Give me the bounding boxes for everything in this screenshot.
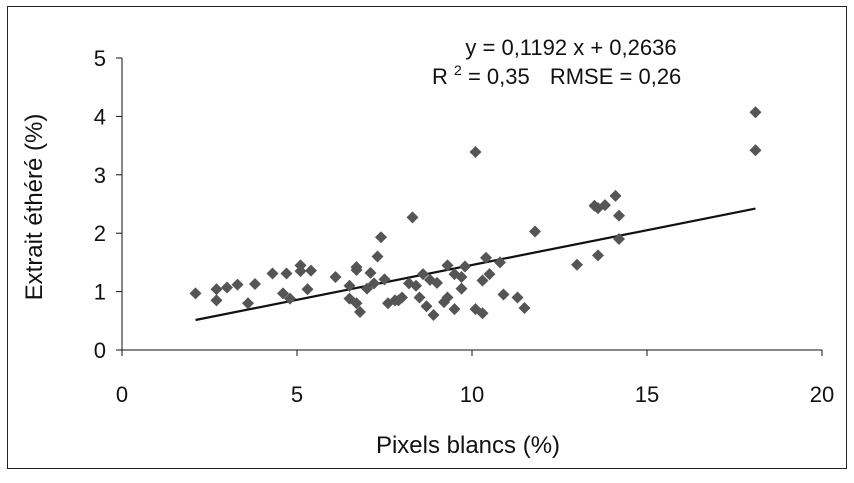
data-point (249, 278, 261, 291)
data-point (301, 283, 314, 296)
rmse-value: RMSE = 0,26 (550, 64, 681, 89)
data-point (494, 256, 506, 269)
data-point (350, 261, 363, 274)
data-point (431, 276, 443, 289)
data-point (427, 308, 440, 321)
data-point (371, 250, 384, 263)
data-point (441, 291, 454, 304)
data-point (529, 225, 541, 238)
data-point (749, 144, 762, 157)
data-point (354, 306, 366, 319)
y-tick-label: 1 (94, 280, 106, 305)
data-point (284, 292, 296, 305)
data-point (476, 274, 489, 287)
axes (121, 58, 822, 351)
data-point (613, 233, 625, 246)
data-point (343, 279, 356, 292)
x-axis-label: Pixels blancs (%) (376, 432, 560, 459)
x-tick-label: 10 (460, 382, 484, 407)
x-tick-label: 0 (116, 382, 128, 407)
data-point (609, 189, 622, 202)
data-point (599, 199, 611, 212)
data-point (455, 282, 468, 295)
x-tick-label: 5 (291, 382, 303, 407)
data-point (231, 278, 244, 291)
r2-superscript: 2 (454, 62, 462, 78)
y-axis-ticks: 0 1 2 3 4 5 (94, 46, 122, 363)
y-axis-label: Extrait éthéré (%) (21, 114, 48, 301)
data-point (364, 266, 377, 279)
x-tick-label: 20 (810, 382, 834, 407)
data-point (441, 259, 454, 272)
data-point (483, 268, 496, 281)
data-point (361, 282, 373, 295)
data-point (455, 271, 468, 283)
r2-value: = 0,35 (468, 64, 530, 89)
data-point (459, 260, 471, 273)
x-tick-label: 15 (635, 382, 659, 407)
data-point (210, 294, 223, 307)
x-axis-ticks: 0 5 10 15 20 (116, 350, 834, 407)
outer-border (7, 6, 847, 469)
data-point (592, 249, 604, 262)
data-point (749, 106, 762, 119)
data-point (277, 287, 289, 300)
y-tick-label: 0 (94, 338, 106, 363)
data-point (518, 301, 531, 314)
data-point (221, 281, 233, 294)
data-point (420, 300, 433, 313)
data-point (368, 277, 380, 290)
data-point (266, 267, 279, 280)
data-point (413, 291, 426, 304)
data-point (448, 303, 461, 316)
data-point (511, 291, 524, 304)
y-tick-label: 3 (94, 163, 106, 188)
y-tick-label: 5 (94, 46, 106, 71)
data-point (396, 291, 408, 304)
data-point (613, 209, 625, 222)
y-tick-label: 4 (94, 104, 106, 129)
y-tick-label: 2 (94, 221, 106, 246)
data-point (242, 297, 254, 310)
data-point (305, 264, 317, 277)
r2-label: R (432, 64, 448, 89)
data-point (469, 146, 482, 159)
fit-statistics: R 2 = 0,35 RMSE = 0,26 (432, 55, 681, 89)
regression-equation: y = 0,1192 x + 0,2636 (465, 35, 676, 60)
data-points (189, 106, 762, 321)
data-point (480, 251, 492, 264)
data-point (329, 271, 342, 283)
data-point (210, 283, 223, 296)
data-point (571, 258, 583, 271)
data-point (189, 287, 202, 300)
data-point (476, 307, 489, 320)
data-point (280, 267, 293, 280)
data-point (378, 273, 391, 286)
data-point (350, 297, 363, 310)
data-point (497, 288, 510, 301)
data-point (417, 268, 429, 281)
data-point (406, 211, 419, 224)
data-point (375, 231, 387, 244)
data-point (294, 259, 307, 272)
data-point (410, 279, 422, 292)
